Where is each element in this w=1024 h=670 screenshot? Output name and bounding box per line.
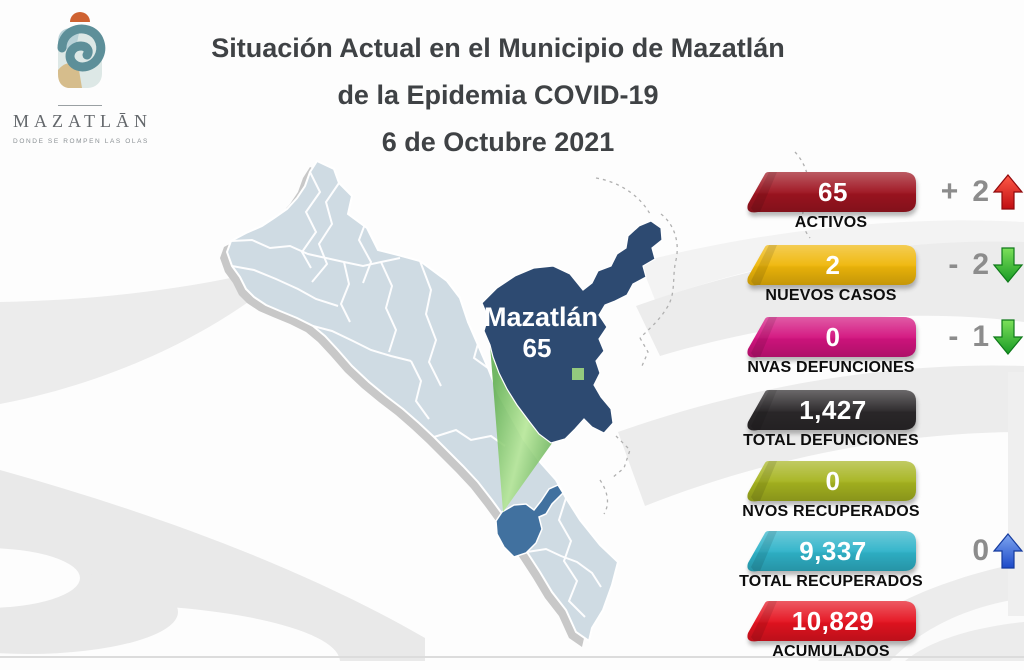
nvos-recuperados-ribbon — [747, 461, 916, 502]
stat-row-nvos-recuperados: 0 NVOS RECUPERADOS — [742, 460, 1024, 530]
total-recuperados-ribbon — [747, 531, 916, 572]
activos-ribbon — [747, 172, 916, 213]
stats-column: 65 ACTIVOS + 2 — [739, 0, 1024, 661]
total-recuperados-delta: 0 — [939, 527, 1024, 575]
total-recuperados-delta-value: 0 — [972, 534, 989, 567]
green-patch — [572, 368, 584, 380]
title-line-1: Situación Actual en el Municipio de Maza… — [211, 33, 785, 63]
nuevos-casos-delta-value: 2 — [972, 248, 989, 281]
total-defunciones-ribbon — [747, 390, 916, 431]
nvos-recuperados-value: 0 — [825, 465, 841, 496]
page-title: Situación Actual en el Municipio de Maza… — [158, 25, 838, 166]
activos-delta-value: 2 — [972, 175, 989, 208]
stat-row-total-recuperados: 9,337 TOTAL RECUPERADOS 0 — [739, 527, 1024, 600]
title-line-2: de la Epidemia COVID-19 — [337, 80, 659, 110]
mazatlan-municipality-shape — [495, 484, 564, 558]
bottom-divider — [0, 656, 1024, 658]
acumulados-ribbon — [747, 601, 916, 642]
activos-delta-sign: + — [940, 175, 959, 208]
logo-rule — [58, 105, 102, 106]
activos-label: ACTIVOS — [794, 214, 868, 231]
nvas-defunciones-delta: - 1 — [939, 313, 1024, 361]
acumulados-value: 10,829 — [791, 605, 875, 636]
acumulados-label: ACUMULADOS — [772, 643, 890, 660]
dashed-state-borders — [595, 151, 811, 515]
total-recuperados-value: 9,337 — [799, 535, 867, 566]
wave-spiral-icon — [57, 24, 106, 72]
nvos-recuperados-label: NVOS RECUPERADOS — [742, 503, 920, 520]
municipality-borders — [230, 171, 602, 618]
logo-tagline: DONDE SE ROMPEN LAS OLAS — [13, 138, 149, 145]
nuevos-casos-delta: - 2 — [939, 241, 1024, 289]
up-arrow-icon — [992, 533, 1024, 569]
acumulados-badge: 10,829 — [743, 600, 919, 646]
nuevos-casos-value: 2 — [825, 249, 841, 280]
total-defunciones-badge: 1,427 — [743, 389, 919, 435]
logo-icon — [57, 12, 106, 88]
up-arrow-icon — [992, 174, 1024, 210]
logo-wordmark: MAZATLĀN — [13, 111, 152, 131]
nvas-defunciones-badge: 0 — [743, 316, 919, 362]
sun-icon — [70, 12, 90, 22]
total-recuperados-badge: 9,337 — [743, 530, 919, 576]
nuevos-casos-badge: 2 — [743, 244, 919, 290]
activos-badge: 65 — [743, 171, 919, 217]
nuevos-casos-ribbon — [747, 245, 916, 286]
total-defunciones-value: 1,427 — [799, 394, 867, 425]
map-region-value: 65 — [523, 333, 552, 363]
down-arrow-icon — [992, 247, 1024, 283]
total-recuperados-label: TOTAL RECUPERADOS — [739, 573, 923, 590]
stat-row-acumulados: 10,829 ACUMULADOS — [743, 600, 1024, 670]
nvas-defunciones-delta-sign: - — [948, 320, 959, 353]
logo: MAZATLĀN DONDE SE ROMPEN LAS OLAS — [0, 8, 160, 145]
down-arrow-icon — [992, 319, 1024, 355]
stat-row-activos: 65 ACTIVOS + 2 — [743, 171, 1024, 241]
nvas-defunciones-value: 0 — [825, 321, 841, 352]
stat-row-nuevos-casos: 2 NUEVOS CASOS - 2 — [743, 244, 1024, 314]
nvos-recuperados-badge: 0 — [743, 460, 919, 506]
nvas-defunciones-label: NVAS DEFUNCIONES — [747, 359, 915, 376]
activos-delta: + 2 — [939, 168, 1024, 216]
nvas-defunciones-ribbon — [747, 317, 916, 358]
nuevos-casos-delta-sign: - — [948, 248, 959, 281]
activos-value: 65 — [818, 176, 848, 207]
mazatlan-region-shape — [481, 220, 663, 444]
nvas-defunciones-delta-value: 1 — [972, 320, 989, 353]
total-defunciones-label: TOTAL DEFUNCIONES — [743, 432, 919, 449]
stat-row-nvas-defunciones: 0 NVAS DEFUNCIONES - 1 — [743, 316, 1024, 386]
nuevos-casos-label: NUEVOS CASOS — [765, 287, 897, 304]
map-region-label: Mazatlán — [484, 302, 598, 332]
stat-row-total-defunciones: 1,427 TOTAL DEFUNCIONES — [743, 389, 1024, 459]
title-line-3: 6 de Octubre 2021 — [381, 127, 615, 157]
